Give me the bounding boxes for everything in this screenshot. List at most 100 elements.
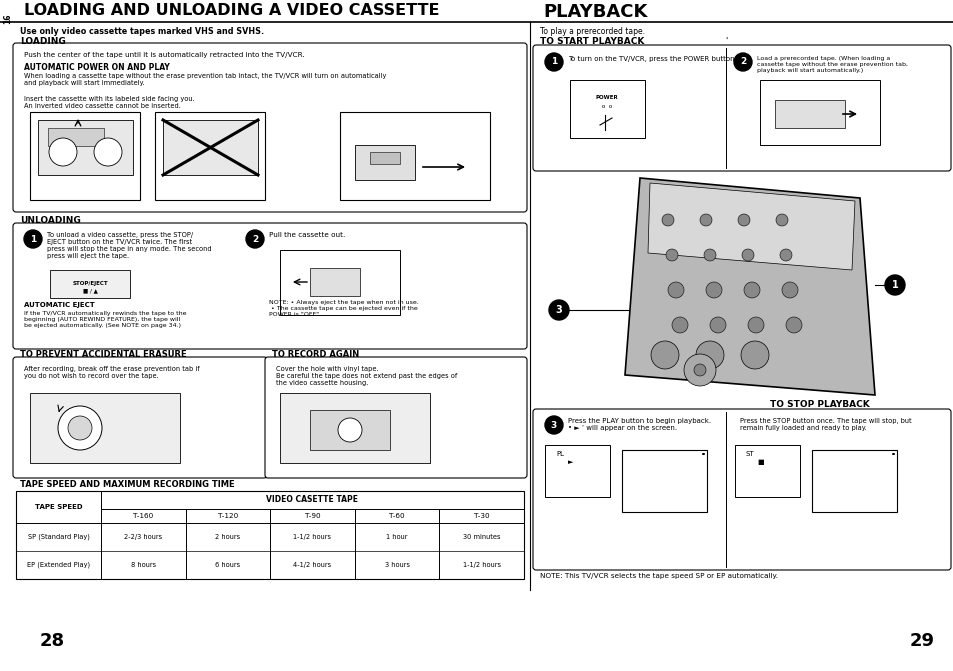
- Text: TO STOP PLAYBACK: TO STOP PLAYBACK: [769, 400, 869, 409]
- Circle shape: [703, 249, 716, 261]
- FancyBboxPatch shape: [533, 409, 950, 570]
- Text: AUTOMATIC POWER ON AND PLAY: AUTOMATIC POWER ON AND PLAY: [24, 63, 170, 72]
- Bar: [154, 112, 265, 200]
- Circle shape: [781, 282, 797, 298]
- Circle shape: [49, 138, 77, 166]
- Text: EP (Extended Play): EP (Extended Play): [27, 562, 90, 568]
- Text: T-90: T-90: [304, 513, 320, 519]
- Circle shape: [733, 53, 751, 71]
- Text: ►: ►: [567, 459, 573, 465]
- Text: 2: 2: [740, 58, 745, 66]
- Bar: [280, 250, 399, 315]
- Text: PL: PL: [556, 451, 563, 457]
- Circle shape: [650, 341, 679, 369]
- Text: 16: 16: [4, 13, 12, 24]
- FancyBboxPatch shape: [13, 223, 526, 349]
- Circle shape: [884, 275, 904, 295]
- Text: LOADING AND UNLOADING A VIDEO CASSETTE: LOADING AND UNLOADING A VIDEO CASSETTE: [24, 3, 439, 18]
- Text: VIDEO CASETTE TAPE: VIDEO CASETTE TAPE: [266, 495, 358, 505]
- Text: T-30: T-30: [474, 513, 489, 519]
- Text: T-120: T-120: [217, 513, 238, 519]
- Text: Load a prerecorded tape. (When loading a
cassette tape without the erase prevent: Load a prerecorded tape. (When loading a…: [757, 56, 907, 72]
- Text: 3: 3: [555, 305, 561, 315]
- Text: TAPE SPEED AND MAXIMUM RECORDING TIME: TAPE SPEED AND MAXIMUM RECORDING TIME: [20, 480, 234, 489]
- Circle shape: [785, 317, 801, 333]
- Text: Insert the cassette with its labeled side facing you.
An inverted video cassette: Insert the cassette with its labeled sid…: [24, 96, 194, 109]
- Bar: [16, 491, 523, 579]
- Circle shape: [747, 317, 763, 333]
- Text: TO RECORD AGAIN: TO RECORD AGAIN: [272, 350, 359, 359]
- Circle shape: [544, 53, 562, 71]
- Circle shape: [683, 354, 716, 386]
- Text: 2 hours: 2 hours: [215, 534, 240, 540]
- Text: POWER: POWER: [595, 95, 618, 100]
- Text: TO PREVENT ACCIDENTAL ERASURE: TO PREVENT ACCIDENTAL ERASURE: [20, 350, 187, 359]
- Text: ': ': [724, 37, 726, 46]
- Text: Push the center of the tape until it is automatically retracted into the TV/VCR.: Push the center of the tape until it is …: [24, 52, 304, 58]
- Text: ■: ■: [757, 459, 762, 465]
- Circle shape: [741, 249, 753, 261]
- Text: 1-1/2 hours: 1-1/2 hours: [294, 534, 331, 540]
- Bar: [370, 152, 399, 164]
- Text: 3: 3: [550, 421, 557, 429]
- Text: Press the PLAY button to begin playback.
• ► ’ will appear on the screen.: Press the PLAY button to begin playback.…: [567, 418, 710, 431]
- Bar: [50, 270, 130, 298]
- Bar: [621, 450, 706, 512]
- Polygon shape: [647, 183, 854, 270]
- Bar: [569, 80, 644, 138]
- Text: 1: 1: [550, 58, 557, 66]
- Circle shape: [743, 282, 760, 298]
- Text: To unload a video cassette, press the STOP/
EJECT button on the TV/VCR twice. Th: To unload a video cassette, press the ST…: [47, 232, 212, 259]
- Bar: [48, 128, 104, 146]
- Text: STOP/EJECT: STOP/EJECT: [72, 282, 108, 287]
- Circle shape: [740, 341, 768, 369]
- Text: 1: 1: [891, 280, 898, 290]
- Bar: [811, 450, 896, 512]
- Text: 3 hours: 3 hours: [384, 562, 409, 568]
- Text: 1 hour: 1 hour: [386, 534, 408, 540]
- Text: Cover the hole with vinyl tape.
Be careful the tape does not extend past the edg: Cover the hole with vinyl tape. Be caref…: [275, 366, 456, 386]
- Circle shape: [667, 282, 683, 298]
- Bar: [163, 120, 257, 175]
- Text: 4-1/2 hours: 4-1/2 hours: [294, 562, 332, 568]
- Bar: [30, 112, 140, 200]
- Text: To play a prerecorded tape.: To play a prerecorded tape.: [539, 27, 644, 36]
- Text: T-160: T-160: [133, 513, 153, 519]
- Circle shape: [705, 282, 721, 298]
- Circle shape: [548, 300, 568, 320]
- Text: NOTE: • Always eject the tape when not in use.
 • The cassette tape can be eject: NOTE: • Always eject the tape when not i…: [269, 300, 418, 317]
- Text: 2-2/3 hours: 2-2/3 hours: [124, 534, 162, 540]
- Circle shape: [700, 214, 711, 226]
- Text: 2: 2: [252, 234, 258, 244]
- Circle shape: [665, 249, 678, 261]
- Text: 30 minutes: 30 minutes: [462, 534, 500, 540]
- Text: 1-1/2 hours: 1-1/2 hours: [462, 562, 500, 568]
- Circle shape: [337, 418, 361, 442]
- Text: 8 hours: 8 hours: [131, 562, 155, 568]
- Circle shape: [68, 416, 91, 440]
- Bar: [774, 100, 844, 128]
- Circle shape: [738, 214, 749, 226]
- Circle shape: [544, 416, 562, 434]
- Text: Use only video cassette tapes marked VHS and SVHS.: Use only video cassette tapes marked VHS…: [20, 27, 264, 36]
- Text: UNLOADING: UNLOADING: [20, 216, 81, 225]
- Text: PLAYBACK: PLAYBACK: [542, 3, 647, 21]
- Text: AUTOMATIC EJECT: AUTOMATIC EJECT: [24, 302, 94, 308]
- Circle shape: [696, 341, 723, 369]
- Text: T-60: T-60: [389, 513, 404, 519]
- Bar: [310, 268, 359, 296]
- Circle shape: [693, 364, 705, 376]
- FancyBboxPatch shape: [265, 357, 526, 478]
- Bar: [355, 145, 415, 180]
- Text: 28: 28: [40, 632, 65, 650]
- Circle shape: [94, 138, 122, 166]
- Bar: [30, 393, 180, 463]
- Text: o  o: o o: [601, 104, 612, 109]
- Bar: [760, 80, 879, 145]
- Circle shape: [671, 317, 687, 333]
- FancyBboxPatch shape: [13, 357, 267, 478]
- Bar: [310, 410, 390, 450]
- Bar: [280, 393, 430, 463]
- Text: SP (Standard Play): SP (Standard Play): [28, 533, 90, 540]
- Circle shape: [24, 230, 42, 248]
